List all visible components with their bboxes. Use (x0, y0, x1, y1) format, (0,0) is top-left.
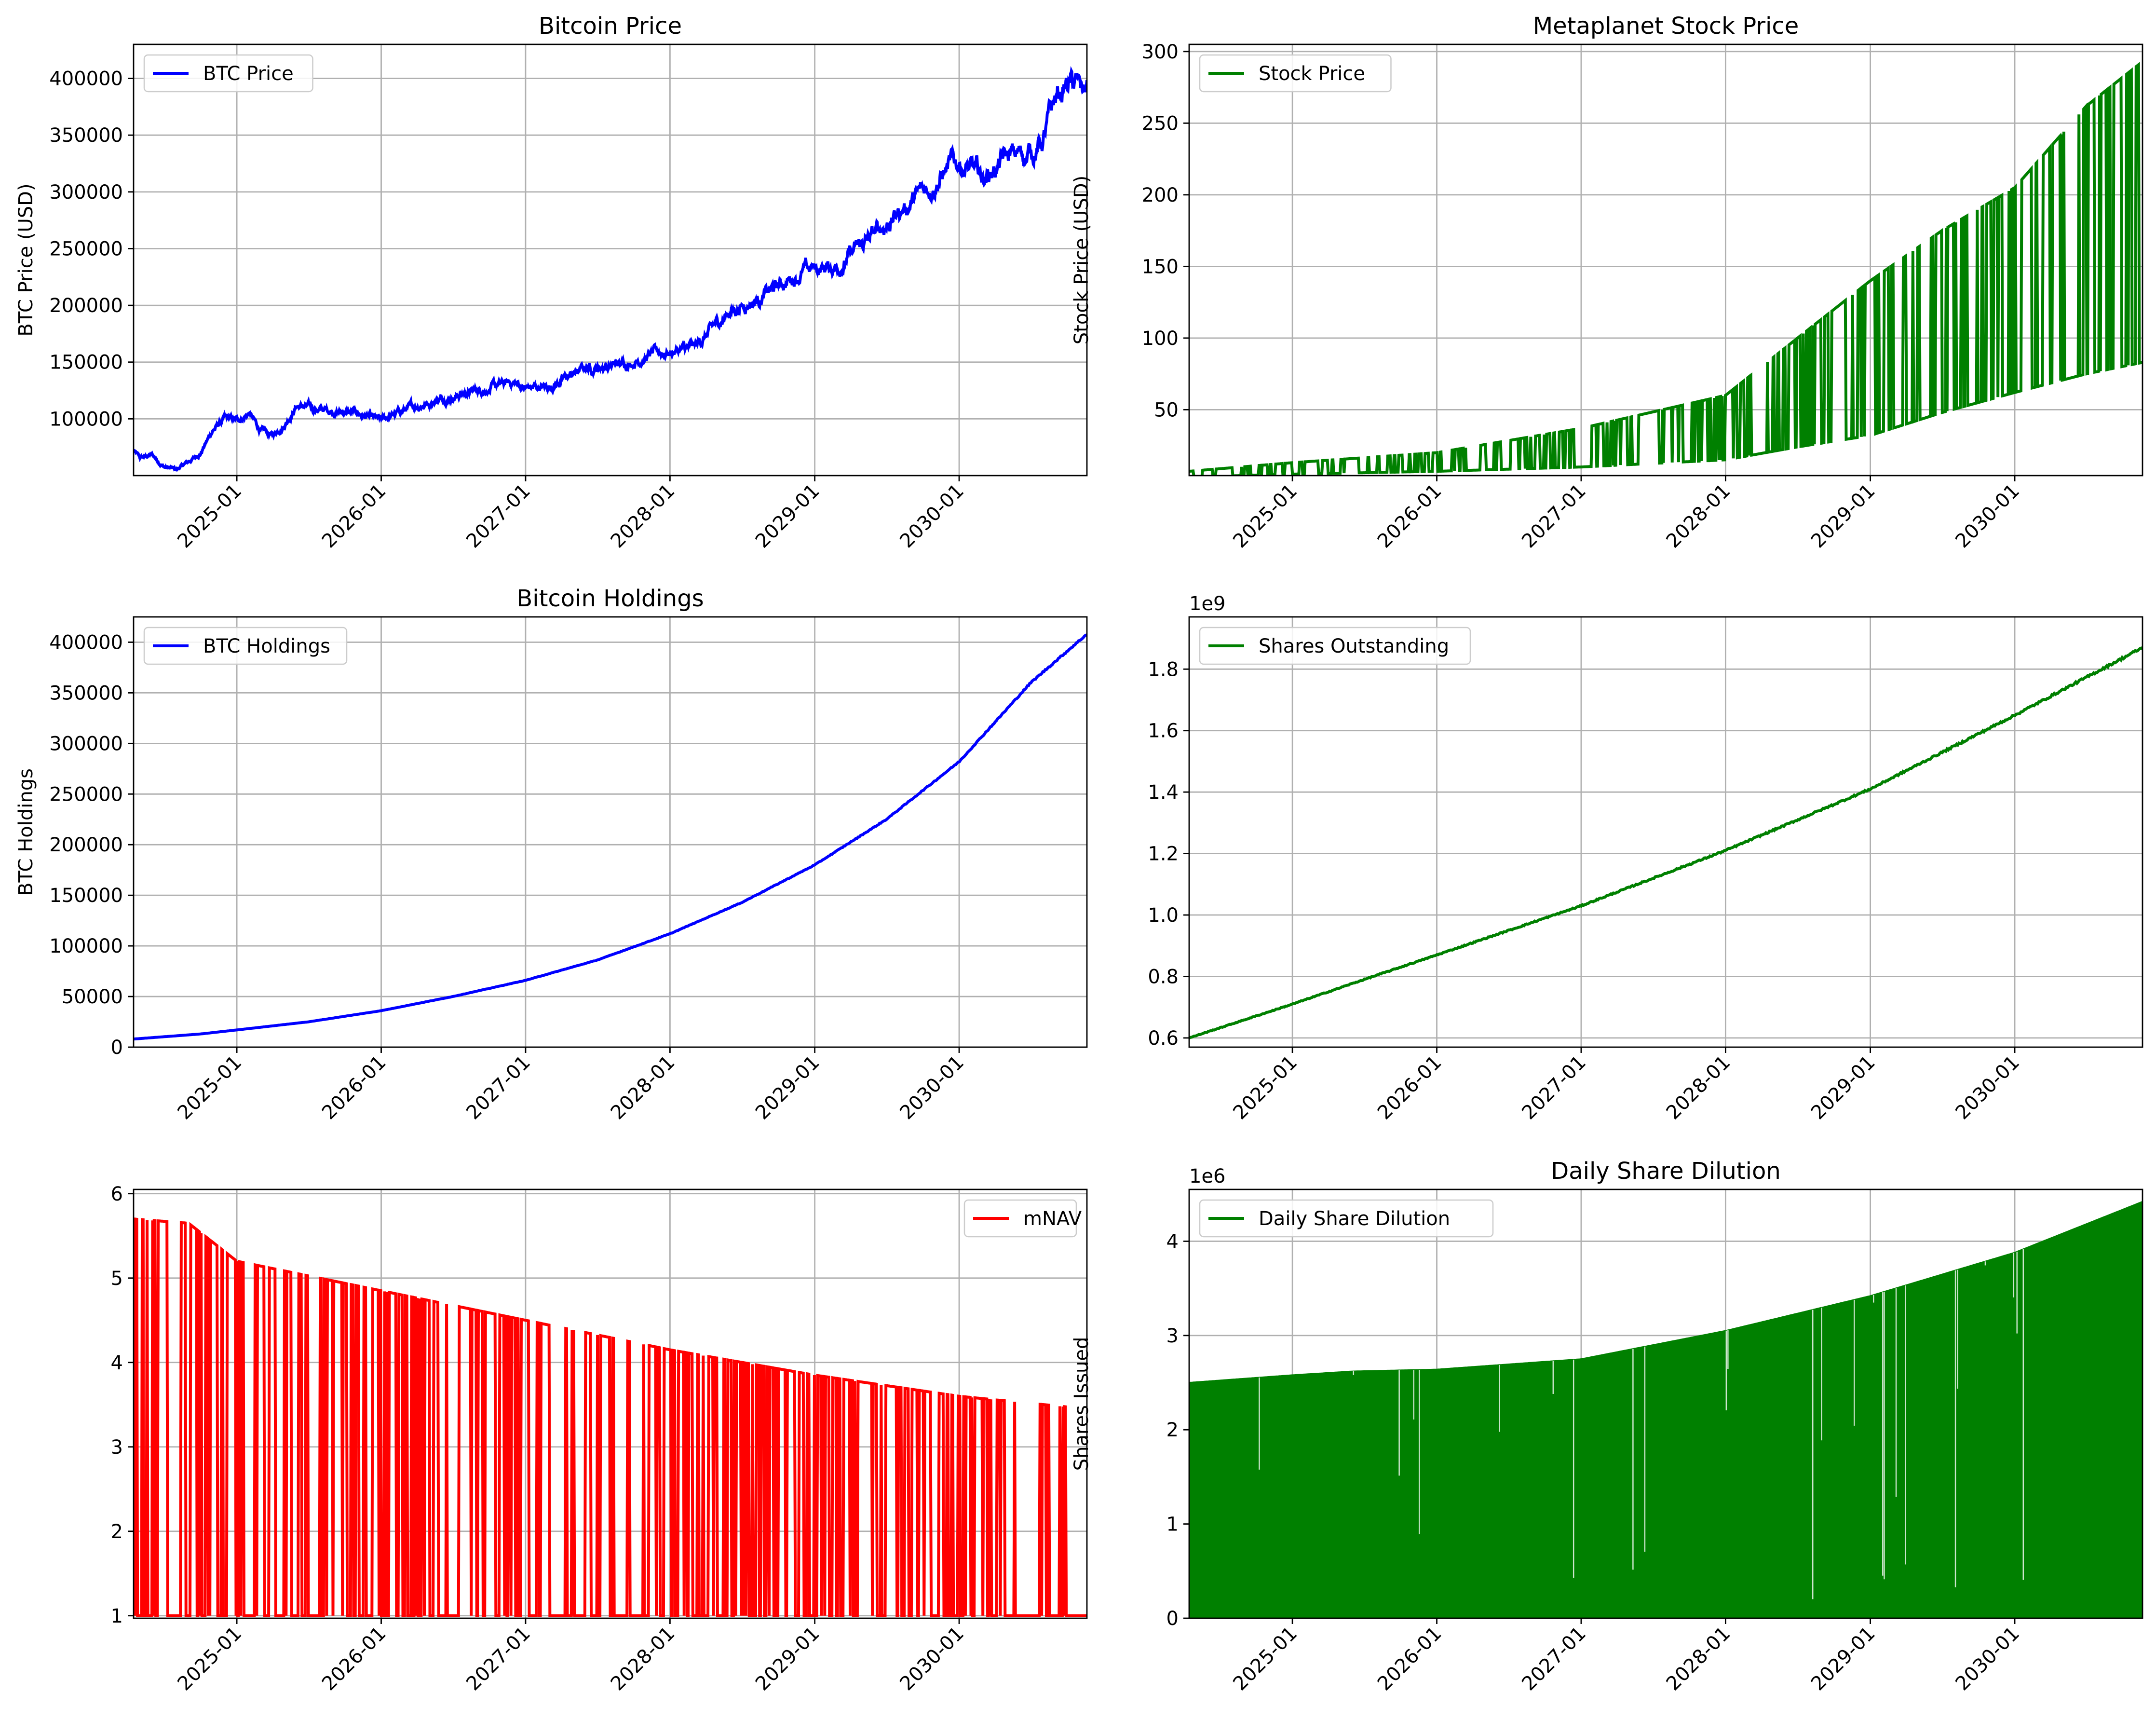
y-tick-label: 350000 (49, 682, 123, 704)
y-tick-label: 100000 (49, 408, 123, 430)
y-tick-label: 3 (1166, 1325, 1179, 1347)
legend-label: BTC Holdings (203, 635, 330, 657)
legend-box (963, 1199, 1077, 1238)
y-tick-label: 1 (1166, 1514, 1179, 1536)
legend-label: Daily Share Dilution (1259, 1208, 1450, 1230)
legend: Stock Price (1199, 54, 1392, 93)
y-tick-label: 0.8 (1148, 966, 1179, 988)
y-tick-label: 1.0 (1148, 904, 1179, 927)
legend-box (1199, 54, 1392, 93)
legend: Daily Share Dilution (1199, 1199, 1494, 1238)
axis-offset-label: 1e6 (1189, 1165, 1226, 1188)
series-line-btc-holdings (134, 633, 1087, 1041)
legend-label: mNAV (1023, 1208, 1082, 1230)
legend-label: Stock Price (1259, 63, 1365, 85)
plot-area (1189, 646, 2142, 1039)
y-tick-label: 3 (111, 1436, 123, 1459)
y-tick-label: 150000 (49, 352, 123, 374)
series-area-daily-dilution (1189, 1201, 2142, 1618)
series-line-shares-outstanding (1189, 646, 2142, 1039)
y-axis-label: Stock Price (USD) (1071, 176, 1093, 344)
y-tick-label: 2 (111, 1521, 123, 1543)
series-line-stock-price (1189, 62, 2142, 476)
y-tick-label: 150000 (49, 885, 123, 907)
plot-area (134, 633, 1087, 1041)
series-line-btc-price (134, 66, 1087, 472)
axes-frame (133, 43, 1088, 477)
plot-area (134, 1217, 1087, 1617)
y-tick-label: 4 (1166, 1230, 1179, 1253)
legend-label: BTC Price (203, 63, 294, 85)
plot-area (1189, 62, 2142, 476)
plot-area (1189, 1201, 2142, 1618)
y-tick-label: 300 (1142, 41, 1179, 63)
y-tick-label: 4 (111, 1352, 123, 1374)
y-tick-label: 200000 (49, 834, 123, 856)
axes-frame (1188, 43, 2143, 477)
y-tick-label: 0.6 (1148, 1027, 1179, 1050)
y-tick-label: 300000 (49, 733, 123, 755)
legend-box (143, 627, 348, 665)
y-tick-label: 100 (1142, 328, 1179, 350)
y-tick-label: 1.2 (1148, 843, 1179, 865)
y-tick-label: 150 (1142, 256, 1179, 278)
y-tick-label: 1.8 (1148, 658, 1179, 681)
axes-frame (1188, 616, 2143, 1048)
axes-frame (133, 1188, 1088, 1619)
y-tick-label: 50 (1154, 399, 1179, 421)
chart-title: Metaplanet Stock Price (1533, 13, 1799, 40)
y-tick-label: 0 (1166, 1608, 1179, 1630)
y-tick-label: 200000 (49, 295, 123, 317)
y-tick-label: 400000 (49, 68, 123, 90)
y-tick-label: 250000 (49, 238, 123, 260)
y-tick-label: 250000 (49, 783, 123, 805)
y-tick-label: 1.4 (1148, 781, 1179, 804)
legend-label: Shares Outstanding (1259, 635, 1449, 657)
plot-area (134, 66, 1087, 472)
legend: mNAV (963, 1199, 1082, 1238)
y-axis-label: BTC Price (USD) (15, 183, 37, 336)
y-tick-label: 1.6 (1148, 720, 1179, 742)
y-tick-label: 6 (111, 1183, 123, 1205)
chart-title: Bitcoin Price (539, 13, 682, 40)
chart-title: Daily Share Dilution (1551, 1158, 1780, 1185)
y-axis-label: BTC Holdings (15, 768, 37, 896)
legend: BTC Holdings (143, 627, 348, 665)
y-tick-label: 2 (1166, 1419, 1179, 1441)
y-tick-label: 0 (111, 1037, 123, 1059)
y-tick-label: 300000 (49, 181, 123, 204)
y-tick-label: 5 (111, 1268, 123, 1290)
axis-offset-label: 1e9 (1189, 593, 1226, 615)
y-tick-label: 1 (111, 1605, 123, 1627)
y-tick-label: 100000 (49, 935, 123, 957)
y-tick-label: 200 (1142, 184, 1179, 206)
legend-box (1199, 627, 1471, 665)
y-tick-label: 250 (1142, 112, 1179, 135)
axes-frame (1188, 1188, 2143, 1619)
chart-title: Bitcoin Holdings (516, 585, 704, 612)
y-axis-label: Shares Issued (1071, 1337, 1093, 1471)
legend-box (143, 54, 313, 93)
axes-frame (133, 616, 1088, 1048)
legend: Shares Outstanding (1199, 627, 1471, 665)
legend: BTC Price (143, 54, 313, 93)
y-tick-label: 50000 (62, 986, 123, 1008)
y-tick-label: 400000 (49, 631, 123, 654)
legend-box (1199, 1199, 1494, 1238)
y-tick-label: 350000 (49, 124, 123, 147)
series-line-mnav (134, 1217, 1087, 1617)
